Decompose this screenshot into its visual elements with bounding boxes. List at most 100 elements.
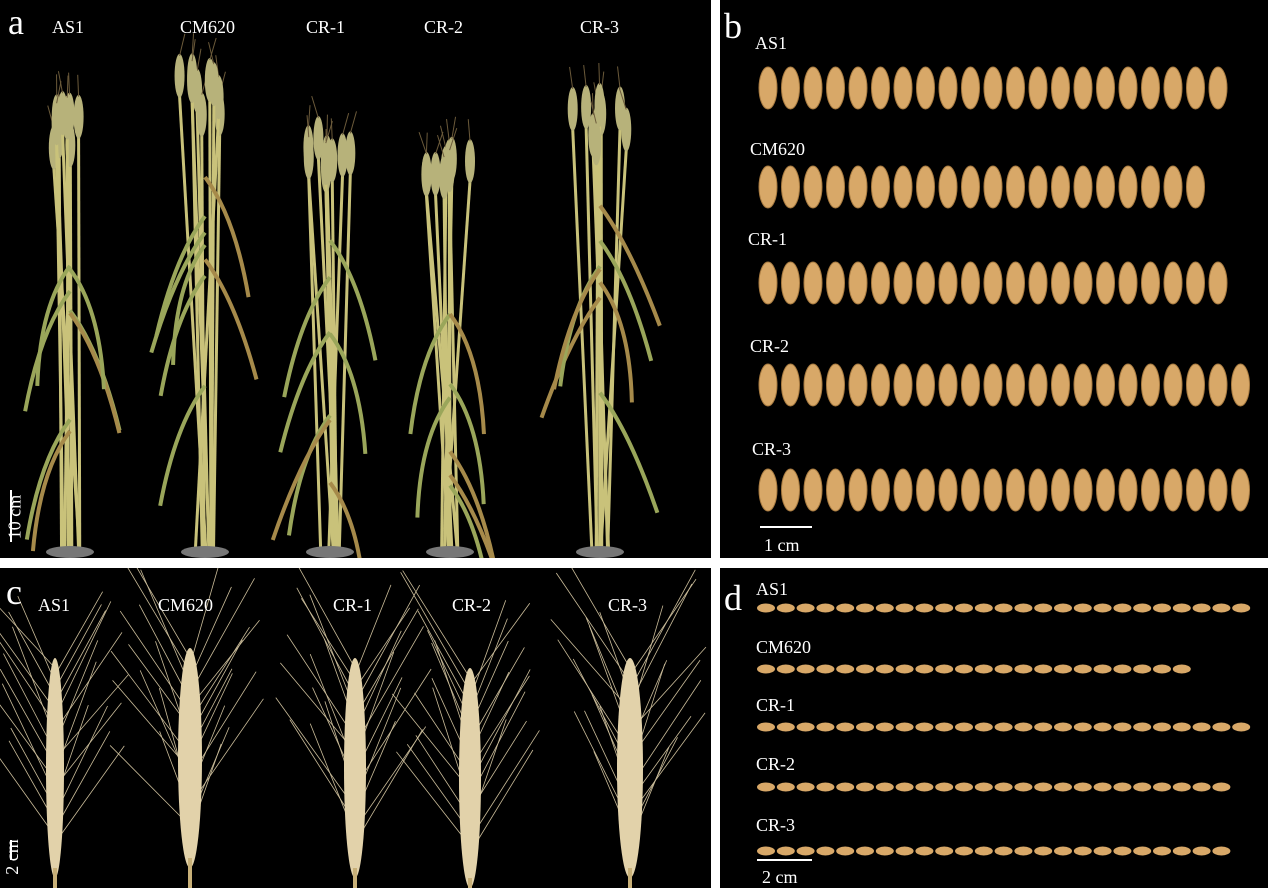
grain	[1192, 782, 1211, 792]
awn	[296, 587, 356, 697]
awn	[469, 749, 534, 854]
awn	[330, 118, 333, 141]
grain	[1141, 468, 1160, 512]
grain	[1192, 846, 1211, 856]
grain	[781, 66, 800, 110]
leaf	[68, 267, 106, 390]
label-cm620: CM620	[756, 637, 812, 657]
grain	[796, 782, 815, 792]
grain	[1118, 261, 1138, 305]
awn	[275, 697, 356, 809]
awn	[0, 632, 56, 711]
grain	[871, 261, 890, 305]
stem	[442, 197, 450, 549]
awn	[451, 116, 457, 139]
label-cr1: CR-1	[333, 595, 373, 615]
awn	[402, 570, 471, 679]
grain	[1113, 664, 1132, 674]
grain	[1051, 261, 1070, 305]
grain	[961, 363, 980, 407]
grain	[955, 782, 973, 792]
scale-bar	[10, 490, 12, 542]
stem	[200, 134, 206, 549]
grain	[1034, 846, 1053, 856]
spike	[313, 116, 324, 161]
leaf	[171, 243, 207, 365]
label-as1: AS1	[38, 595, 71, 615]
awn	[136, 568, 191, 659]
grain	[983, 165, 1003, 209]
grain	[1141, 66, 1160, 110]
grain	[1208, 363, 1228, 407]
awn	[629, 712, 706, 816]
grain	[836, 846, 855, 856]
awn	[77, 74, 80, 97]
grain	[1153, 722, 1171, 732]
grain	[1192, 722, 1211, 732]
grain	[826, 468, 845, 512]
leaf	[203, 175, 251, 298]
leaf	[158, 274, 207, 397]
grain	[1141, 363, 1160, 407]
grain	[796, 664, 815, 674]
panel-letter: b	[724, 6, 742, 46]
grain	[955, 722, 973, 732]
grain	[974, 664, 993, 674]
grain	[848, 363, 868, 407]
grain	[856, 722, 874, 732]
grain	[994, 782, 1013, 792]
grain	[856, 603, 874, 613]
stem	[65, 137, 70, 549]
panel-a-whole-plants: a AS1 CM620 CR-1 CR-2 CR-3 10 cm	[0, 0, 711, 558]
grain	[758, 468, 778, 512]
spike-body	[459, 668, 481, 888]
spike	[57, 91, 68, 136]
grain	[1096, 363, 1115, 407]
awn	[437, 134, 445, 158]
awn	[555, 572, 631, 683]
grain	[871, 66, 890, 110]
grain	[1163, 165, 1183, 209]
grain	[916, 165, 935, 209]
grain	[836, 664, 855, 674]
grain	[856, 782, 874, 792]
awn	[54, 705, 108, 816]
grain	[1113, 603, 1132, 613]
grain	[1208, 468, 1228, 512]
awn	[54, 604, 102, 690]
grain	[1051, 165, 1070, 209]
grain	[1172, 722, 1191, 732]
grain	[1118, 66, 1138, 110]
awn	[598, 62, 601, 86]
awn	[571, 568, 631, 669]
grain	[1006, 468, 1025, 512]
leaf	[328, 239, 378, 361]
grain	[1073, 468, 1093, 512]
grain	[816, 722, 835, 732]
label-cr2: CR-2	[756, 754, 796, 774]
grain	[836, 782, 855, 792]
grain	[1006, 261, 1025, 305]
grain	[983, 66, 1003, 110]
awn	[127, 568, 191, 673]
spike	[327, 138, 338, 183]
grain	[1172, 846, 1191, 856]
awn	[354, 626, 424, 746]
grain	[796, 722, 815, 732]
awn	[0, 641, 56, 725]
grain	[1073, 664, 1092, 674]
awn	[449, 127, 458, 151]
panel-c-spikes: c AS1 CM620 CR-1 CR-2 CR-3 2 cm	[0, 568, 711, 888]
grain	[955, 603, 973, 613]
grain	[994, 664, 1013, 674]
stem	[210, 104, 216, 549]
scale-bar	[10, 840, 12, 860]
grain	[1133, 782, 1152, 792]
grain	[1232, 603, 1251, 613]
label-cr1: CR-1	[756, 695, 796, 715]
label-cr2: CR-2	[452, 595, 492, 615]
spike	[275, 568, 432, 888]
grain	[781, 165, 800, 209]
grain	[776, 664, 795, 674]
